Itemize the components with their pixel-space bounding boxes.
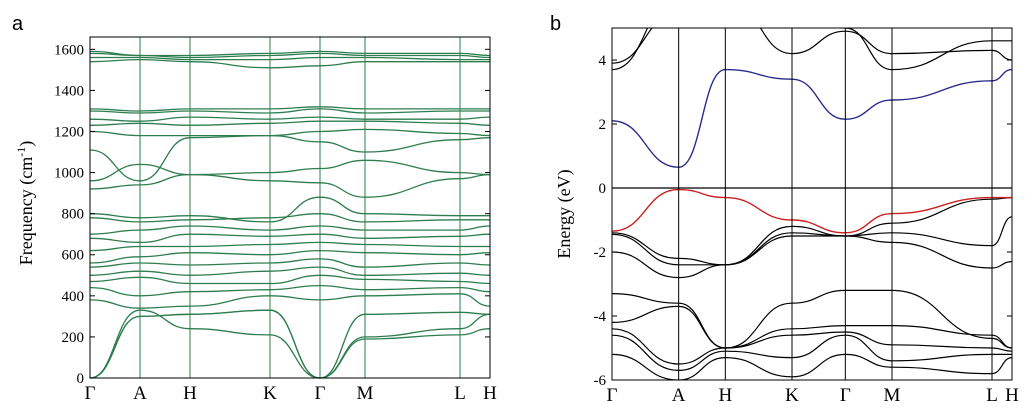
panel-a-y-axis-title: Frequency (cm-1) — [14, 141, 37, 265]
phonon-branch-16 — [89, 159, 491, 182]
other-band-7 — [612, 305, 1012, 349]
other-band-3 — [612, 197, 1012, 266]
x-tick-label: A — [672, 385, 686, 406]
phonon-branch-3 — [89, 309, 491, 379]
phonon-branch-22 — [89, 106, 490, 112]
conduction-band-11 — [612, 68, 1012, 168]
phonon-branch-15 — [89, 173, 491, 198]
phonon-branch-1 — [89, 309, 491, 379]
other-band-8 — [612, 328, 1012, 365]
panel-a-ylabel-tail: ) — [16, 141, 37, 147]
panel-a-y-ticks: 0 200 400 600 800 1000 1200 1400 1600 — [54, 42, 490, 387]
phonon-branch-9 — [89, 249, 491, 264]
phonon-branch-13 — [89, 213, 490, 223]
phonon-branch-26 — [89, 50, 491, 57]
panel-a-phonon-dispersion: a Frequency (cm-1) 0 200 400 600 800 1000 1200… — [12, 13, 497, 404]
y-tick-label: -6 — [594, 373, 607, 389]
phonon-branch-11 — [89, 233, 491, 244]
x-tick-label: Γ — [840, 385, 851, 406]
x-tick-label: K — [785, 385, 799, 406]
other-band-9 — [612, 334, 1012, 372]
y-tick-label: 200 — [62, 330, 85, 346]
phonon-branch-5 — [89, 284, 491, 297]
panel-a-ylabel-sup: -1 — [14, 147, 28, 157]
phonon-branch-6 — [89, 274, 491, 285]
other-band-2 — [612, 28, 1012, 71]
x-tick-label: K — [263, 383, 277, 404]
panel-a-ylabel-main: Frequency (cm — [16, 157, 37, 265]
y-tick-label: 1400 — [54, 83, 84, 99]
phonon-branch-12 — [89, 225, 491, 235]
y-tick-label: 1000 — [54, 166, 84, 182]
phonon-branch-19 — [89, 120, 491, 126]
phonon-branch-24 — [89, 56, 490, 61]
y-tick-label: 2 — [599, 117, 607, 133]
x-tick-label: H — [718, 385, 732, 406]
y-tick-label: 1600 — [54, 42, 84, 58]
x-tick-label: H — [1005, 385, 1019, 406]
other-band-10 — [612, 353, 1012, 380]
valence-band-12 — [612, 188, 1012, 234]
x-tick-label: M — [884, 385, 901, 406]
panel-b-band-lines — [612, 28, 1012, 380]
x-tick-label: H — [483, 383, 497, 404]
panel-b-y-axis-title: Energy (eV) — [554, 169, 575, 258]
panel-a-letter: a — [12, 13, 24, 35]
other-band-5 — [612, 235, 1012, 279]
panel-b-plot-frame — [611, 27, 1013, 381]
y-tick-label: -4 — [594, 309, 607, 325]
y-tick-label: 600 — [62, 248, 85, 264]
y-tick-label: 400 — [62, 289, 85, 305]
y-tick-label: 0 — [599, 181, 607, 197]
x-tick-label: A — [133, 383, 147, 404]
panel-a-band-lines — [89, 50, 491, 379]
y-tick-label: -2 — [594, 245, 607, 261]
x-tick-label: L — [454, 383, 466, 404]
x-tick-label: Γ — [607, 385, 618, 406]
phonon-branch-7 — [89, 266, 491, 276]
phonon-branch-14 — [89, 196, 490, 223]
y-tick-label: 800 — [62, 207, 85, 223]
panel-b-high-symmetry-lines — [678, 28, 993, 380]
phonon-branch-18 — [89, 128, 491, 137]
phonon-branch-4 — [89, 293, 491, 309]
y-tick-label: 4 — [599, 53, 607, 69]
x-tick-label: L — [986, 385, 998, 406]
other-band-1 — [612, 28, 1012, 71]
x-tick-label: Γ — [315, 383, 326, 404]
phonon-branch-20 — [89, 116, 491, 122]
y-tick-label: 0 — [77, 371, 85, 387]
phonon-branch-17 — [89, 134, 491, 182]
y-tick-label: 1200 — [54, 124, 84, 140]
panel-a-plot-frame — [89, 36, 491, 379]
phonon-branch-23 — [89, 58, 490, 69]
x-tick-label: Γ — [85, 383, 96, 404]
phonon-branch-2 — [89, 309, 491, 379]
phonon-branch-21 — [89, 108, 490, 114]
x-tick-label: H — [183, 383, 197, 404]
x-tick-label: M — [357, 383, 374, 404]
panel-b-letter: b — [550, 13, 561, 35]
phonon-branch-10 — [89, 241, 490, 252]
other-band-6 — [612, 289, 1012, 349]
panel-b-y-ticks: -6 -4 -2 0 2 4 — [594, 53, 1012, 389]
panel-a-high-symmetry-lines — [139, 37, 461, 378]
phonon-branch-8 — [89, 258, 491, 268]
